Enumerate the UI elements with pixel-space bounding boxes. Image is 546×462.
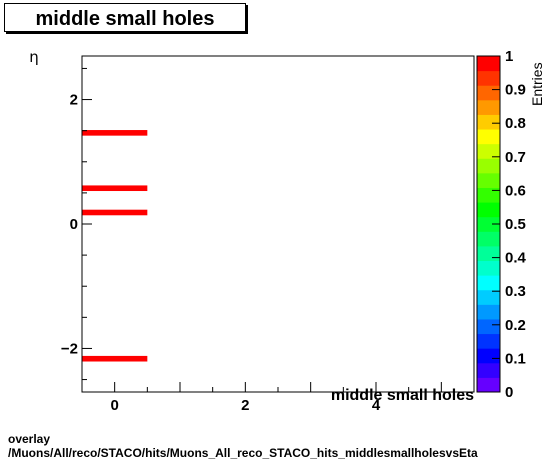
footer-path: /Muons/All/reco/STACO/hits/Muons_All_rec… [8, 446, 478, 460]
y-tick-label: 0 [70, 216, 78, 233]
color-scale-tick-label: 0.2 [505, 317, 526, 334]
heatmap-cell [82, 130, 148, 136]
color-scale-tick-label: 0.6 [505, 182, 526, 199]
color-scale-swatch [477, 158, 500, 174]
footer-overlay: overlay [8, 432, 51, 446]
color-scale-swatch [477, 260, 500, 276]
color-scale-tick-label: 0.5 [505, 216, 526, 233]
y-tick-label: −2 [61, 340, 78, 357]
color-scale-tick-label: 0.9 [505, 82, 526, 99]
color-scale-swatch [477, 143, 500, 159]
color-scale-swatch [477, 172, 500, 188]
color-scale-label: Entries [529, 62, 545, 106]
color-scale-swatch [477, 362, 500, 378]
color-scale-swatch [477, 187, 500, 203]
color-scale-tick-label: 0.3 [505, 283, 526, 300]
heatmap-cell [82, 185, 148, 192]
color-scale-swatch [477, 333, 500, 349]
color-scale-swatch [477, 275, 500, 291]
x-axis-label: middle small holes [331, 387, 474, 404]
color-scale-tick-label: 0.4 [505, 250, 527, 267]
x-tick-label: 4 [372, 397, 381, 414]
color-scale-swatch [477, 56, 500, 72]
color-scale-swatch [477, 348, 500, 364]
color-scale: 0 0.1 0.2 0.3 0.4 0.5 0.6 0.7 0.8 0.9 1 [476, 48, 527, 401]
color-scale-tick-label: 0 [505, 384, 513, 401]
color-scale-swatch [477, 318, 500, 335]
color-scale-swatch [477, 245, 500, 262]
plot-frame [81, 55, 475, 393]
y-tick-label: 2 [70, 92, 78, 109]
x-tick-label: 2 [241, 397, 249, 414]
heatmap-cell [82, 355, 148, 362]
heatmap-cell [82, 209, 148, 216]
color-scale-swatch [477, 231, 500, 247]
color-scale-swatch [477, 202, 500, 218]
title-box: middle small holes [4, 3, 246, 32]
color-scale-tick-label: 0.7 [505, 149, 526, 166]
color-scale-swatch [477, 70, 500, 86]
color-scale-swatch [477, 129, 500, 145]
color-scale-tick-label: 0.8 [505, 115, 526, 132]
plot-area: 0 2 4 −2 0 2 [61, 55, 475, 414]
x-tick-label: 0 [110, 397, 118, 414]
color-scale-swatch [477, 99, 500, 115]
chart-title: middle small holes [35, 8, 215, 30]
y-axis-label: η [29, 48, 39, 66]
chart: 0 2 4 −2 0 2 0 0.1 0.2 0.3 0.4 0.5 0.6 0.7 0.8 0.9 1 mi… [29, 48, 545, 414]
color-scale-swatch [477, 114, 500, 130]
color-scale-swatch [477, 377, 500, 393]
color-scale-swatch [477, 216, 500, 232]
color-scale-swatch [477, 289, 500, 305]
color-scale-swatch [477, 304, 500, 320]
color-scale-tick-label: 0.1 [505, 350, 526, 367]
color-scale-tick-label: 1 [505, 48, 513, 65]
color-scale-swatch [477, 85, 500, 101]
